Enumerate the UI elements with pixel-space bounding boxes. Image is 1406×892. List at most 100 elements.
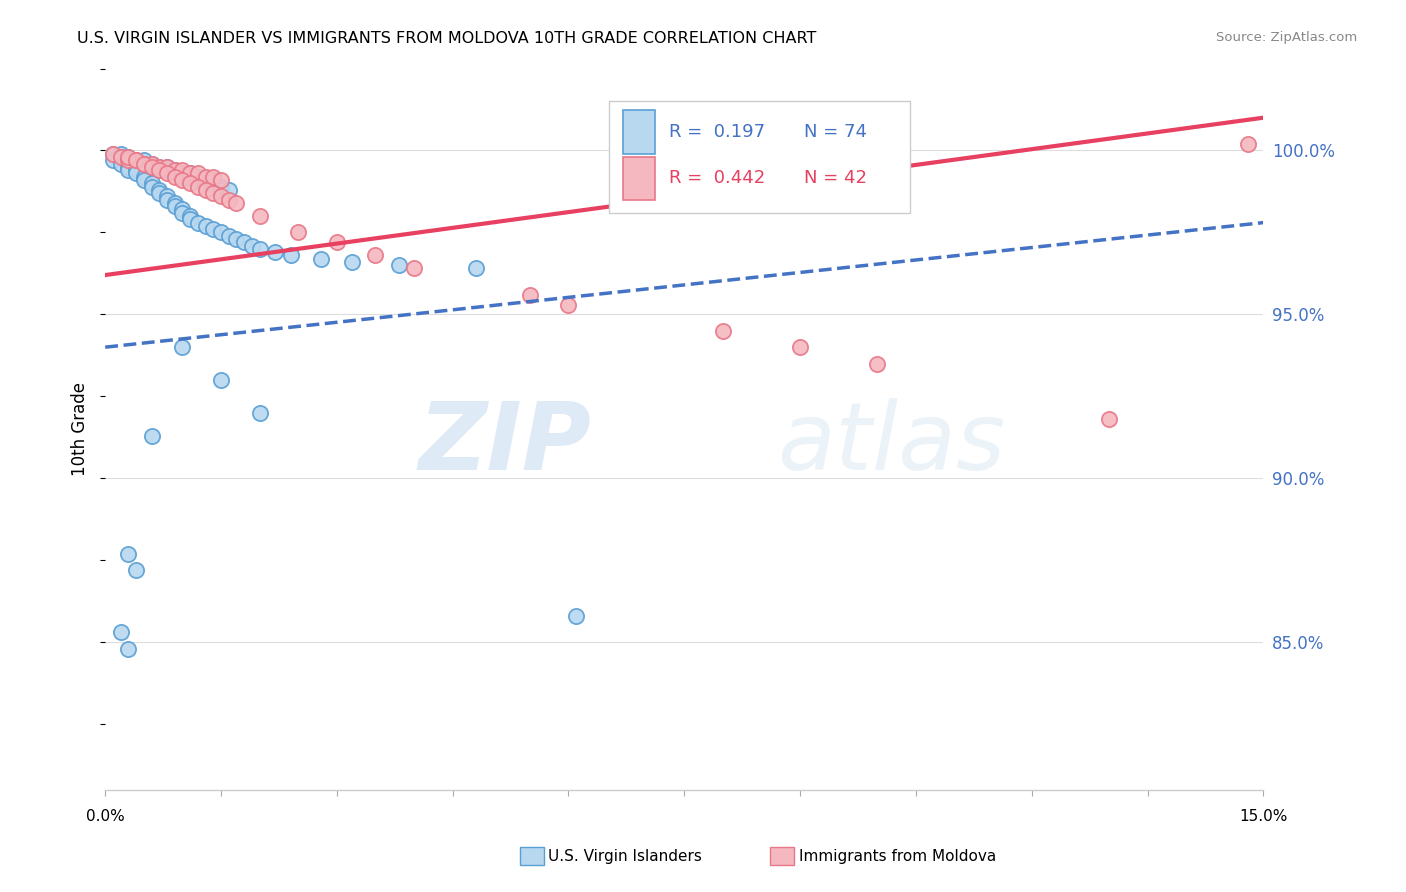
Point: [141, 176, 163, 190]
Text: N = 42: N = 42: [804, 169, 866, 187]
Text: U.S. VIRGIN ISLANDER VS IMMIGRANTS FROM MOLDOVA 10TH GRADE CORRELATION CHART: U.S. VIRGIN ISLANDER VS IMMIGRANTS FROM …: [77, 31, 817, 46]
Point: [125, 163, 148, 178]
Point: [125, 156, 148, 170]
Point: [132, 173, 155, 187]
Point: [163, 163, 186, 178]
Text: R =  0.442: R = 0.442: [669, 169, 765, 187]
Point: [156, 160, 179, 174]
Point: [202, 186, 225, 200]
Text: atlas: atlas: [778, 398, 1005, 489]
Point: [404, 261, 426, 276]
Point: [364, 248, 387, 262]
Point: [125, 153, 148, 168]
FancyBboxPatch shape: [623, 111, 655, 153]
Point: [209, 226, 232, 240]
Point: [187, 173, 209, 187]
Point: [148, 163, 170, 178]
Point: [101, 153, 124, 168]
Point: [187, 169, 209, 184]
Point: [233, 235, 256, 250]
Point: [148, 186, 170, 200]
Point: [287, 226, 309, 240]
Point: [565, 609, 588, 624]
Point: [141, 428, 163, 442]
Point: [141, 156, 163, 170]
Point: [194, 176, 217, 190]
Point: [1098, 412, 1121, 426]
Point: [110, 156, 132, 170]
Point: [194, 219, 217, 233]
Point: [187, 166, 209, 180]
Point: [132, 169, 155, 184]
Point: [179, 209, 201, 223]
Point: [240, 238, 263, 252]
Point: [225, 196, 247, 211]
Point: [117, 153, 139, 168]
Text: Source: ZipAtlas.com: Source: ZipAtlas.com: [1216, 31, 1357, 45]
Point: [117, 160, 139, 174]
Point: [187, 179, 209, 194]
Point: [132, 153, 155, 168]
FancyBboxPatch shape: [623, 156, 655, 200]
Point: [202, 173, 225, 187]
Point: [110, 625, 132, 640]
Point: [110, 150, 132, 164]
Text: U.S. Virgin Islanders: U.S. Virgin Islanders: [548, 849, 702, 863]
Point: [179, 176, 201, 190]
Point: [342, 255, 364, 269]
Point: [194, 169, 217, 184]
Point: [249, 242, 271, 256]
Point: [172, 340, 194, 354]
Point: [125, 153, 148, 168]
Point: [519, 287, 541, 301]
Text: 0.0%: 0.0%: [86, 809, 125, 824]
Point: [218, 228, 240, 243]
Point: [141, 160, 163, 174]
Point: [172, 163, 194, 178]
Point: [110, 150, 132, 164]
Point: [209, 179, 232, 194]
Point: [249, 406, 271, 420]
Point: [132, 156, 155, 170]
Point: [156, 166, 179, 180]
Point: [172, 166, 194, 180]
Point: [101, 146, 124, 161]
FancyBboxPatch shape: [609, 101, 910, 213]
Point: [148, 163, 170, 178]
Point: [132, 156, 155, 170]
Point: [141, 179, 163, 194]
Point: [110, 146, 132, 161]
Point: [117, 150, 139, 164]
Point: [218, 193, 240, 207]
Point: [209, 183, 232, 197]
Point: [311, 252, 333, 266]
Point: [125, 153, 148, 168]
Point: [172, 206, 194, 220]
Point: [163, 163, 186, 178]
Point: [557, 297, 579, 311]
Point: [148, 183, 170, 197]
Point: [101, 146, 124, 161]
Point: [280, 248, 302, 262]
Point: [209, 373, 232, 387]
Point: [163, 169, 186, 184]
Point: [202, 176, 225, 190]
Point: [156, 163, 179, 178]
Point: [132, 156, 155, 170]
Point: [117, 153, 139, 168]
Point: [249, 209, 271, 223]
Point: [789, 340, 811, 354]
Point: [117, 641, 139, 656]
Text: 15.0%: 15.0%: [1239, 809, 1288, 824]
Point: [264, 245, 287, 260]
Point: [163, 199, 186, 213]
Point: [125, 563, 148, 577]
Point: [179, 169, 201, 184]
Point: [117, 547, 139, 561]
Point: [179, 166, 201, 180]
Point: [148, 160, 170, 174]
Point: [1237, 136, 1260, 151]
Point: [156, 160, 179, 174]
Point: [156, 189, 179, 203]
Point: [172, 173, 194, 187]
